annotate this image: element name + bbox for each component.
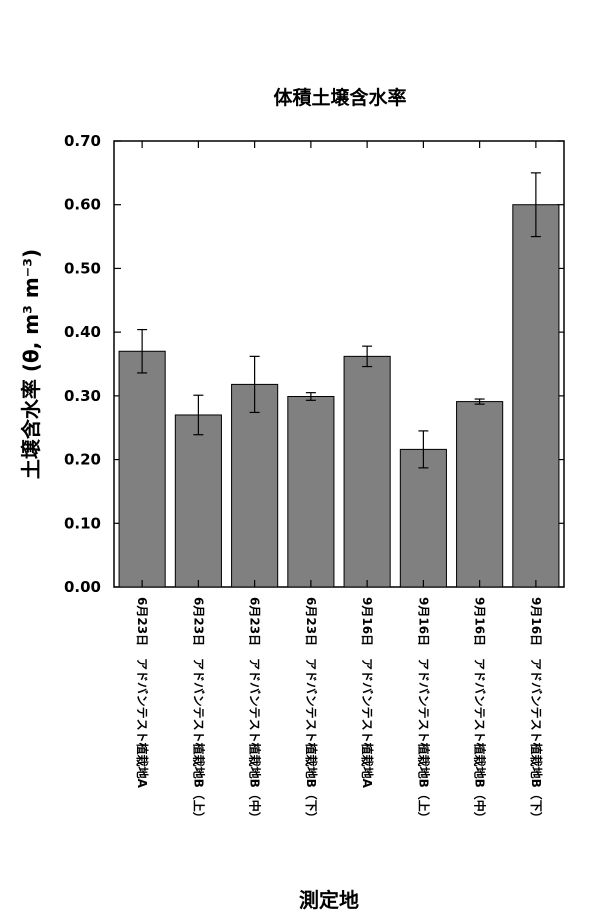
y-axis-title: 土壌含水率 (θ, m³ m⁻³) — [19, 249, 43, 479]
bar — [174, 414, 222, 588]
y-tick-label: 0.60 — [64, 196, 101, 214]
plot-frame — [113, 140, 565, 588]
bar-series — [118, 172, 560, 588]
bar — [343, 355, 391, 588]
y-tick-label: 0.40 — [64, 323, 101, 341]
x-axis: 6月23日 アドバンテスト植栽地A 6月23日 アドバンテスト植栽地B（上） 6月2… — [135, 141, 544, 824]
y-axis: 0.00 0.10 0.20 0.30 0.40 0.50 0.60 0.70 — [64, 132, 564, 596]
x-axis-title: 測定地 — [299, 888, 359, 912]
bar — [231, 383, 279, 588]
y-tick-label: 0.70 — [64, 132, 101, 150]
x-tick-label: 6月23日 アドバンテスト植栽地B（中） — [248, 597, 263, 824]
x-tick-label: 9月16日 アドバンテスト植栽地B（中） — [473, 597, 488, 824]
bar — [118, 350, 166, 588]
y-tick-label: 0.10 — [64, 514, 101, 532]
x-tick-label: 9月16日 アドバンテスト植栽地A — [360, 597, 375, 789]
bar — [399, 448, 447, 588]
bar — [456, 401, 504, 588]
y-tick-label: 0.30 — [64, 387, 101, 405]
chart-title: 体積土壌含水率 — [273, 86, 406, 109]
y-tick-label: 0.20 — [64, 451, 101, 469]
y-tick-label: 0.50 — [64, 259, 101, 277]
x-tick-label: 6月23日 アドバンテスト植栽地B（上） — [191, 597, 206, 824]
x-tick-label: 9月16日 アドバンテスト植栽地B（下） — [529, 597, 544, 824]
x-tick-label: 6月23日 アドバンテスト植栽地A — [135, 597, 150, 789]
bar — [512, 204, 560, 588]
x-tick-label: 9月16日 アドバンテスト植栽地B（上） — [416, 597, 431, 824]
y-tick-label: 0.00 — [64, 578, 101, 596]
x-tick-label: 6月23日 アドバンテスト植栽地B（下） — [304, 597, 319, 824]
bar — [287, 395, 335, 588]
